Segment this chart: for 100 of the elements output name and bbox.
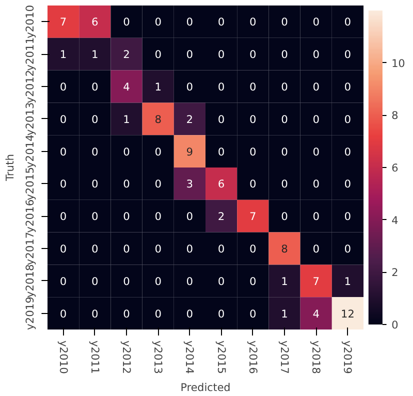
data-label: 0 (186, 80, 194, 94)
data-label: 0 (250, 307, 257, 320)
data-label: 1 (281, 274, 288, 288)
x-tick-label: y2012 (120, 340, 133, 374)
data-label: 0 (218, 80, 225, 94)
data-label: 0 (92, 307, 99, 320)
data-label: 0 (123, 307, 130, 320)
data-label: 0 (154, 16, 162, 29)
y-tick-label: y2010 (24, 4, 36, 38)
data-label: 0 (344, 80, 352, 94)
data-label: 0 (344, 112, 352, 126)
data-label: 12 (340, 307, 354, 320)
data-label: 0 (123, 274, 130, 288)
data-label: 0 (92, 145, 99, 158)
x-tick-label: y2018 (310, 340, 323, 374)
data-label: 0 (218, 274, 225, 288)
y-tick-label: y2012 (24, 70, 36, 104)
data-label: 0 (250, 112, 257, 126)
data-label: 0 (92, 242, 99, 256)
color-bar-label: 4 (392, 214, 398, 227)
data-label: 0 (312, 112, 320, 126)
x-tick-label: y2014 (183, 340, 196, 374)
data-label: 0 (281, 178, 288, 191)
data-label: 0 (250, 274, 257, 288)
data-label: 0 (154, 145, 162, 158)
color-bar-label: 6 (392, 162, 398, 174)
data-label: 7 (250, 210, 256, 224)
data-label: 7 (60, 16, 67, 29)
y-tick-label: y2015 (24, 166, 36, 200)
data-label: 0 (250, 178, 257, 191)
data-label: 0 (154, 274, 162, 288)
data-label: 0 (281, 112, 288, 126)
data-label: 0 (60, 307, 67, 320)
color-bar-label: 2 (392, 266, 398, 280)
data-label: 1 (92, 48, 98, 62)
data-label: 6 (92, 16, 99, 29)
data-label: 0 (123, 145, 130, 158)
data-label: 0 (92, 112, 99, 126)
data-label: 0 (250, 16, 257, 29)
y-tick-label: y2011 (24, 37, 36, 71)
data-label: 4 (312, 307, 320, 320)
data-label: 0 (344, 48, 352, 62)
y-tick-label: y2013 (24, 102, 36, 136)
data-label: 0 (281, 145, 288, 158)
data-label: 0 (123, 242, 130, 256)
data-label: 1 (344, 274, 352, 288)
data-label: 1 (123, 112, 130, 126)
data-label: 0 (312, 80, 320, 94)
data-label: 0 (312, 178, 320, 191)
x-tick-label: y2013 (152, 340, 165, 374)
data-label: 0 (218, 48, 225, 62)
data-label: 0 (92, 80, 99, 94)
data-label: 0 (281, 80, 288, 94)
y-axis-title: Truth (4, 154, 16, 182)
data-label: 0 (344, 178, 352, 191)
data-label: 0 (250, 242, 257, 256)
data-label: 0 (218, 145, 225, 158)
x-tick-label: y2016 (246, 340, 260, 374)
data-label: 7 (312, 274, 320, 288)
x-tick-label: y2011 (88, 340, 102, 374)
data-label: 4 (123, 80, 130, 94)
color-bar-label: 10 (392, 56, 406, 70)
data-label: 2 (186, 112, 194, 126)
data-label: 0 (60, 242, 67, 256)
data-label: 2 (123, 48, 130, 62)
data-label: 0 (281, 16, 288, 29)
data-label: 0 (218, 112, 225, 126)
data-label: 0 (344, 145, 352, 158)
x-tick-label: y2010 (56, 340, 70, 374)
data-label: 0 (186, 210, 194, 224)
data-label: 0 (312, 145, 320, 158)
y-tick-label: y2017 (24, 232, 36, 266)
data-label: 9 (186, 145, 194, 158)
data-label: 1 (154, 80, 162, 94)
data-label: 0 (218, 307, 225, 320)
data-label: 0 (60, 145, 67, 158)
y-tick-label: y2018 (24, 264, 36, 298)
data-label: 0 (186, 48, 194, 62)
data-label: 0 (312, 242, 320, 256)
data-label: 0 (186, 274, 194, 288)
x-tick-label: y2017 (278, 340, 291, 374)
data-label: 0 (250, 145, 257, 158)
color-bar-label: 8 (392, 109, 398, 122)
data-label: 0 (92, 210, 99, 224)
y-tick-label: y2016 (24, 199, 36, 233)
x-axis-title: Predicted (180, 380, 231, 394)
data-label: 0 (123, 210, 130, 224)
data-label: 0 (154, 178, 162, 191)
data-label: 0 (154, 210, 162, 224)
data-label: 0 (250, 80, 257, 94)
data-label: 0 (218, 16, 225, 29)
data-label: 0 (281, 48, 288, 62)
y-tick-label: y2014 (24, 134, 36, 168)
data-label: 3 (186, 178, 194, 191)
data-label: 0 (92, 178, 99, 191)
data-label: 0 (344, 210, 352, 224)
data-label: 8 (281, 242, 288, 256)
data-label: 0 (186, 16, 194, 29)
data-label: 0 (92, 274, 99, 288)
data-label: 0 (154, 242, 162, 256)
